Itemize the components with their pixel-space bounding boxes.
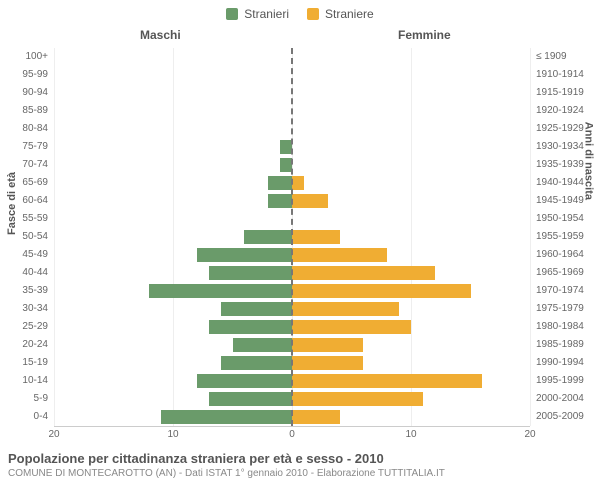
x-tick-label: 0 — [289, 429, 295, 440]
birth-label: 2000-2004 — [530, 390, 584, 408]
bar-male — [221, 302, 292, 316]
bar-female — [292, 392, 423, 406]
bar-male — [197, 248, 292, 262]
bar-male — [209, 266, 292, 280]
age-label: 100+ — [25, 48, 54, 66]
y-axis-title-left: Fasce di età — [6, 172, 18, 235]
birth-label: 1910-1914 — [530, 66, 584, 84]
bar-male — [244, 230, 292, 244]
bar-female — [292, 176, 304, 190]
age-label: 95-99 — [22, 66, 54, 84]
bar-male — [197, 374, 292, 388]
age-label: 80-84 — [22, 120, 54, 138]
chart-subtitle: COMUNE DI MONTECAROTTO (AN) - Dati ISTAT… — [8, 468, 592, 479]
birth-label: 1940-1944 — [530, 174, 584, 192]
bar-male — [149, 284, 292, 298]
chart-title: Popolazione per cittadinanza straniera p… — [8, 451, 592, 466]
age-label: 55-59 — [22, 210, 54, 228]
birth-label: ≤ 1909 — [530, 48, 567, 66]
age-label: 75-79 — [22, 138, 54, 156]
age-label: 85-89 — [22, 102, 54, 120]
bar-female — [292, 374, 482, 388]
age-label: 70-74 — [22, 156, 54, 174]
birth-label: 2005-2009 — [530, 408, 584, 426]
birth-label: 1985-1989 — [530, 336, 584, 354]
birth-label: 1970-1974 — [530, 282, 584, 300]
birth-label: 1955-1959 — [530, 228, 584, 246]
age-label: 35-39 — [22, 282, 54, 300]
age-label: 15-19 — [22, 354, 54, 372]
legend-swatch-male — [226, 8, 238, 20]
birth-label: 1945-1949 — [530, 192, 584, 210]
birth-label: 1915-1919 — [530, 84, 584, 102]
legend: Stranieri Straniere — [0, 0, 600, 28]
birth-label: 1935-1939 — [530, 156, 584, 174]
age-label: 90-94 — [22, 84, 54, 102]
center-axis-line — [291, 48, 293, 426]
bar-female — [292, 356, 363, 370]
x-axis: 201001020 — [54, 427, 530, 445]
birth-label: 1965-1969 — [530, 264, 584, 282]
age-label: 40-44 — [22, 264, 54, 282]
bar-male — [161, 410, 292, 424]
x-tick-label: 10 — [167, 429, 178, 440]
age-label: 45-49 — [22, 246, 54, 264]
bar-female — [292, 194, 328, 208]
pyramid-chart: 100+≤ 190995-991910-191490-941915-191985… — [54, 48, 530, 427]
birth-label: 1980-1984 — [530, 318, 584, 336]
legend-label-female: Straniere — [325, 7, 374, 21]
chart-container: Stranieri Straniere Maschi Femmine Fasce… — [0, 0, 600, 500]
bar-female — [292, 230, 340, 244]
birth-label: 1950-1954 — [530, 210, 584, 228]
age-label: 30-34 — [22, 300, 54, 318]
legend-swatch-female — [307, 8, 319, 20]
bar-male — [221, 356, 292, 370]
bar-female — [292, 284, 471, 298]
legend-item-female: Straniere — [307, 7, 374, 21]
bar-male — [268, 176, 292, 190]
birth-label: 1975-1979 — [530, 300, 584, 318]
birth-label: 1960-1964 — [530, 246, 584, 264]
bar-female — [292, 338, 363, 352]
birth-label: 1925-1929 — [530, 120, 584, 138]
bar-male — [233, 338, 293, 352]
bar-male — [268, 194, 292, 208]
legend-item-male: Stranieri — [226, 7, 289, 21]
birth-label: 1920-1924 — [530, 102, 584, 120]
header-left: Maschi — [140, 28, 181, 42]
x-tick-label: 20 — [48, 429, 59, 440]
bar-female — [292, 410, 340, 424]
birth-label: 1990-1994 — [530, 354, 584, 372]
x-tick-label: 20 — [524, 429, 535, 440]
age-label: 60-64 — [22, 192, 54, 210]
bar-female — [292, 320, 411, 334]
x-tick-label: 10 — [405, 429, 416, 440]
birth-label: 1930-1934 — [530, 138, 584, 156]
bar-female — [292, 302, 399, 316]
birth-label: 1995-1999 — [530, 372, 584, 390]
age-label: 25-29 — [22, 318, 54, 336]
age-label: 5-9 — [34, 390, 54, 408]
bar-female — [292, 266, 435, 280]
bar-female — [292, 248, 387, 262]
bar-male — [209, 392, 292, 406]
age-label: 50-54 — [22, 228, 54, 246]
column-headers: Maschi Femmine — [0, 28, 600, 48]
age-label: 65-69 — [22, 174, 54, 192]
legend-label-male: Stranieri — [244, 7, 289, 21]
age-label: 20-24 — [22, 336, 54, 354]
age-label: 0-4 — [34, 408, 54, 426]
bar-male — [209, 320, 292, 334]
age-label: 10-14 — [22, 372, 54, 390]
footer: Popolazione per cittadinanza straniera p… — [0, 445, 600, 479]
header-right: Femmine — [398, 28, 451, 42]
